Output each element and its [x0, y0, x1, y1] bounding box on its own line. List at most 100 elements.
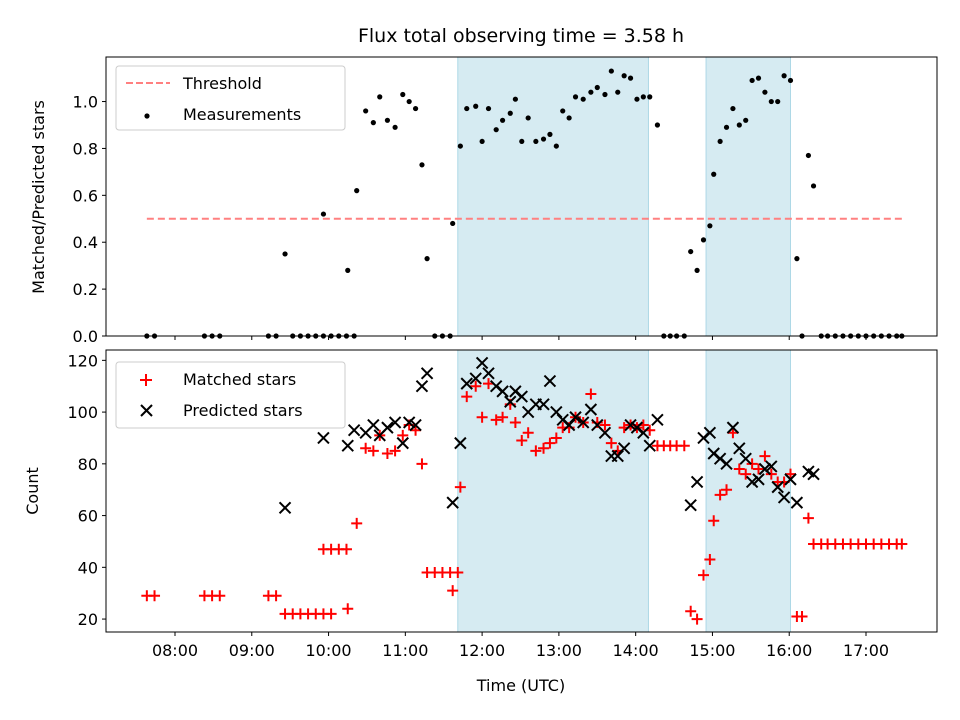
predicted-star-point [396, 436, 409, 450]
matched-star-point [697, 569, 709, 581]
measurement-point [781, 73, 787, 79]
matched-star-point [599, 419, 611, 431]
predicted-star-point [752, 473, 765, 486]
matched-star-point [802, 512, 814, 524]
matched-star-point [470, 380, 482, 392]
top-y-tick-label: 0.4 [73, 233, 98, 252]
matched-star-point [483, 378, 495, 390]
predicted-star-point [482, 367, 495, 380]
predicted-star-point [807, 467, 820, 481]
bottom-y-ticks: 20 40 60 80 100 120 [67, 351, 106, 629]
measurement-point [400, 91, 406, 98]
top-shaded-interval [457, 56, 649, 337]
predicted-star-point [446, 496, 459, 509]
predicted-star-point [690, 475, 704, 489]
measurement-point [553, 143, 559, 149]
measurement-point [608, 68, 614, 74]
measurement-point [588, 89, 594, 95]
matched-star-point [447, 585, 459, 597]
matched-star-point [522, 427, 534, 439]
x-axis-label: Time (UTC) [476, 676, 565, 695]
matched-star-point [397, 429, 409, 441]
matched-star-point [325, 608, 337, 620]
measurement-point [363, 108, 369, 114]
top-legend: Threshold Measurements [115, 65, 346, 131]
predicted-star-point [651, 413, 664, 427]
matched-star-point [708, 515, 720, 527]
x-tick-label: 08:00 [152, 641, 198, 660]
top-y-ticks: 0.0 0.2 0.4 0.6 0.8 1.0 [73, 93, 106, 346]
matched-star-point [785, 468, 797, 480]
matched-star-point [759, 450, 771, 462]
matched-star-point [416, 458, 428, 470]
top-y-tick-label: 1.0 [73, 93, 98, 112]
predicted-star-point [420, 367, 434, 380]
predicted-star-point [415, 380, 429, 393]
matched-star-point [746, 458, 758, 470]
x-tick-label: 09:00 [229, 641, 275, 660]
measurement-point [615, 89, 621, 95]
predicted-star-point [341, 439, 354, 452]
measurement-point [499, 117, 506, 123]
measurement-point [345, 267, 351, 273]
matched-star-point [149, 590, 161, 602]
matched-star-point [351, 517, 363, 529]
predicted-star-point [726, 421, 740, 434]
measurement-point [547, 131, 553, 137]
measurement-point [688, 248, 694, 255]
predicted-star-point [624, 418, 637, 432]
predicted-star-point [504, 395, 517, 408]
bot-y-tick-label: 40 [78, 558, 98, 577]
predicted-star-point [758, 462, 772, 476]
matched-star-point [796, 610, 808, 622]
top-y-tick-label: 0.8 [73, 139, 98, 158]
predicted-star-point [771, 480, 784, 494]
bottom-legend: Matched stars Predicted stars [115, 361, 346, 429]
measurement-point [392, 124, 398, 130]
matched-star-point [727, 427, 739, 439]
matched-star-point [691, 613, 703, 625]
matched-star-point [214, 590, 226, 602]
bot-y-tick-label: 60 [78, 507, 98, 526]
bottom-shaded-intervals [457, 349, 792, 633]
predicted-star-point [777, 491, 791, 504]
matched-star-point [714, 489, 726, 501]
matched-star-point [452, 566, 464, 578]
predicted-star-point [790, 496, 804, 509]
measurement-point [485, 105, 492, 112]
matched-star-point [585, 388, 597, 400]
measurement-point [424, 256, 430, 262]
measurement-point [749, 77, 755, 84]
measurement-point [493, 127, 499, 133]
measurement-point [525, 115, 531, 121]
legend-measurements-swatch [144, 113, 150, 119]
x-tick-label: 14:00 [613, 641, 659, 660]
matched-star-point [490, 414, 502, 426]
measurement-point [377, 94, 383, 100]
measurement-point [572, 94, 579, 100]
top-x-ticks [174, 336, 867, 340]
predicted-star-point [409, 418, 422, 432]
measurement-point [762, 89, 768, 95]
matched-star-point [678, 440, 690, 452]
predicted-star-point [496, 385, 509, 398]
matched-star-point [721, 484, 733, 496]
measurement-point [640, 94, 646, 100]
matched-star-point [704, 554, 716, 566]
predicted-star-point [745, 475, 759, 489]
predicted-star-point [733, 442, 746, 455]
predicted-star-point [617, 442, 631, 455]
matched-star-point [509, 416, 521, 428]
bot-shaded-interval [457, 349, 649, 633]
measurement-point [282, 251, 288, 257]
predicted-star-point [475, 356, 489, 370]
predicted-star-point [684, 499, 697, 512]
measurement-point [533, 138, 539, 145]
bot-y-tick-label: 80 [78, 455, 98, 474]
measurement-point [566, 115, 572, 121]
matched-star-point [538, 442, 550, 454]
measurement-point [602, 91, 608, 98]
chart-title: Flux total observing time = 3.58 h [358, 25, 684, 47]
bottom-x-ticks: 08:00 09:00 10:00 11:00 12:00 13:00 14:00 15:00… [152, 632, 889, 660]
